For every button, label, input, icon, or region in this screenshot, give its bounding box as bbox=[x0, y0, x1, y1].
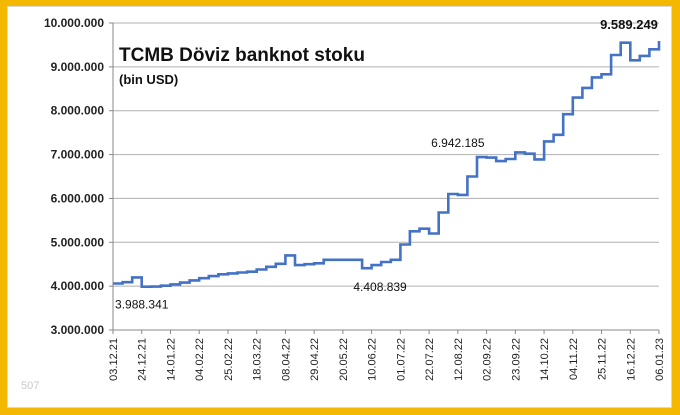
y-tick-label: 7.000.000 bbox=[51, 148, 105, 162]
series-layer bbox=[113, 41, 661, 288]
x-tick-label: 18.03.22 bbox=[252, 338, 264, 381]
x-tick-label: 24.12.21 bbox=[137, 338, 149, 381]
x-tick-label: 25.02.22 bbox=[223, 338, 235, 381]
x-tick-label: 01.07.22 bbox=[395, 338, 407, 381]
y-tick-label: 10.000.000 bbox=[44, 16, 104, 30]
chart-frame: 3.000.000 4.000.000 5.000.000 6.000.000 7.00… bbox=[7, 6, 672, 408]
x-tick-label: 29.04.22 bbox=[309, 338, 321, 381]
x-tick-label: 14.10.22 bbox=[539, 338, 551, 381]
x-tick-label: 16.12.22 bbox=[625, 338, 637, 381]
y-tick-label: 3.000.000 bbox=[51, 323, 105, 337]
x-tick-label: 03.12.21 bbox=[108, 338, 120, 381]
gridlines bbox=[113, 22, 659, 287]
y-tick-label: 6.000.000 bbox=[51, 191, 105, 205]
x-tick-label: 22.07.22 bbox=[424, 338, 436, 381]
y-tick-label: 5.000.000 bbox=[51, 235, 105, 249]
chart-title: TCMB Döviz banknot stoku bbox=[119, 45, 365, 66]
data-label: 6.942.185 bbox=[431, 136, 485, 150]
chart-subtitle: (bin USD) bbox=[119, 72, 178, 87]
annotations: 3.988.341 4.408.839 6.942.185 9.589.249 bbox=[115, 17, 658, 312]
line-chart: 3.000.000 4.000.000 5.000.000 6.000.000 7.00… bbox=[21, 16, 666, 392]
x-tick-labels: 03.12.21 24.12.21 14.01.22 04.02.22 25.02.22… bbox=[108, 338, 666, 381]
y-tick-label: 4.000.000 bbox=[51, 279, 105, 293]
x-tick-label: 08.04.22 bbox=[280, 338, 292, 381]
data-label: 9.589.249 bbox=[600, 17, 658, 32]
x-tick-label: 02.09.22 bbox=[482, 338, 494, 381]
y-tick-label: 8.000.000 bbox=[51, 104, 105, 118]
x-tick-label: 20.05.22 bbox=[338, 338, 350, 381]
x-tick-label: 23.09.22 bbox=[510, 338, 522, 381]
data-label: 3.988.341 bbox=[115, 298, 169, 312]
x-tick-label: 10.06.22 bbox=[367, 338, 379, 381]
x-tick-label: 14.01.22 bbox=[165, 338, 177, 381]
x-tick-label: 04.11.22 bbox=[568, 338, 580, 380]
x-tick-label: 25.11.22 bbox=[597, 338, 609, 380]
y-tick-labels: 3.000.000 4.000.000 5.000.000 6.000.000 7.00… bbox=[44, 16, 104, 337]
page-number: 507 bbox=[21, 380, 39, 392]
x-tick-label: 06.01.23 bbox=[654, 338, 666, 381]
series-line bbox=[113, 41, 661, 288]
data-label: 4.408.839 bbox=[353, 280, 407, 294]
y-tick-label: 9.000.000 bbox=[51, 60, 105, 74]
x-tick-label: 12.08.22 bbox=[453, 338, 465, 381]
x-tick-label: 04.02.22 bbox=[194, 338, 206, 381]
axes bbox=[109, 22, 660, 334]
